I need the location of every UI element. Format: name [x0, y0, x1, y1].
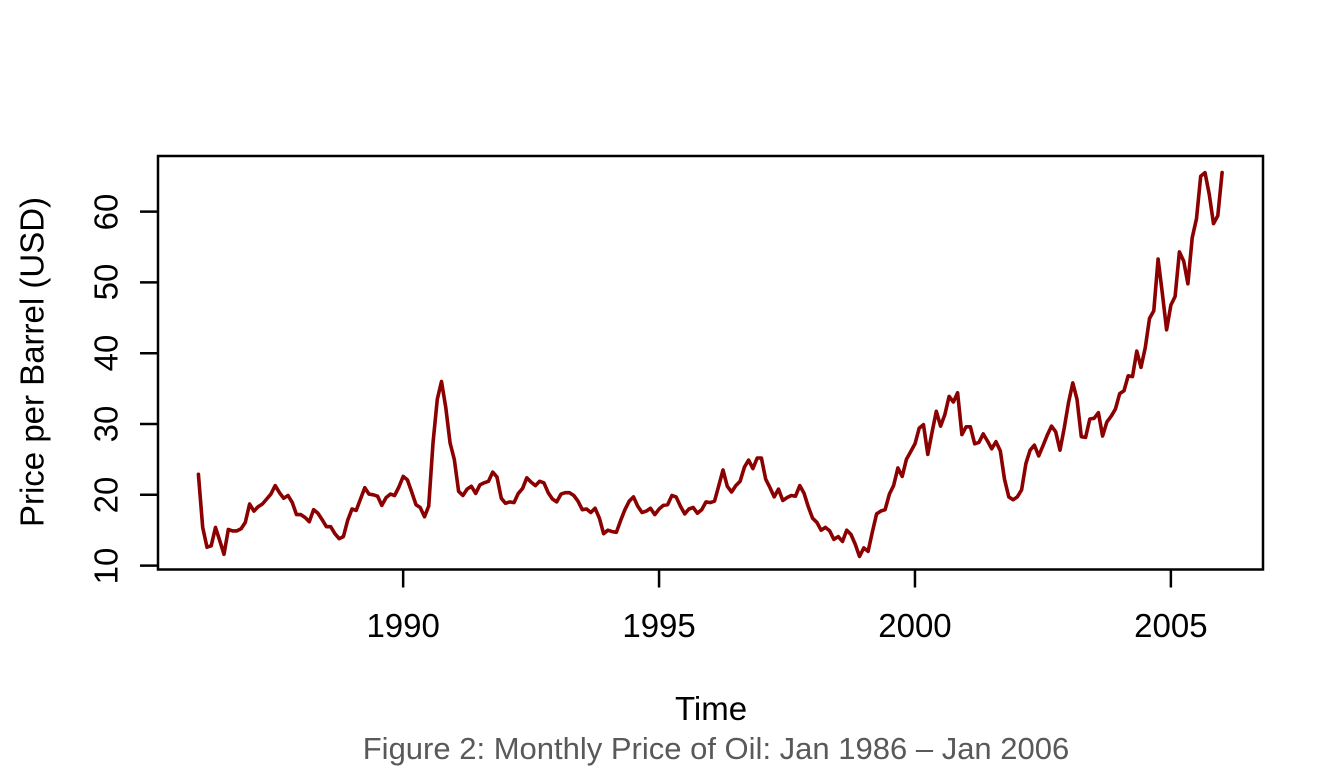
y-tick-label: 50 — [87, 264, 125, 301]
y-tick-label: 30 — [87, 405, 125, 443]
x-tick-label: 1990 — [366, 606, 440, 644]
y-tick-label: 40 — [87, 334, 125, 372]
x-axis-ticks — [401, 569, 1173, 588]
y-tick-label: 60 — [87, 193, 125, 230]
x-tick-label: 2005 — [1134, 606, 1208, 644]
plot-box — [156, 154, 1265, 571]
y-axis-title: Price per Barrel (USD) — [13, 196, 51, 528]
x-axis-title: Time — [674, 690, 748, 727]
x-tick-label: 2000 — [878, 606, 952, 644]
y-tick-label: 10 — [87, 547, 125, 584]
y-tick-label: 20 — [87, 476, 125, 514]
price-line — [196, 170, 1224, 559]
figure-caption: Figure 2: Monthly Price of Oil: Jan 1986… — [362, 731, 1070, 766]
x-tick-label: 1995 — [622, 606, 696, 644]
y-axis-ticks — [140, 210, 158, 567]
